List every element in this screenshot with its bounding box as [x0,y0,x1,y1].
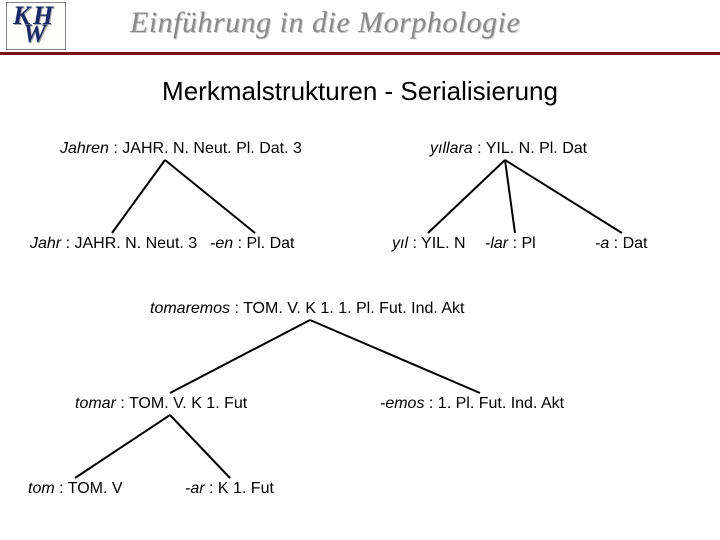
node-features: : TOM. V. K 1. Fut [120,395,247,412]
edge-tomaremos-emos [310,320,480,393]
node-yil: yıl : YIL. N [392,235,466,253]
node-features: : Pl. Dat [238,235,295,252]
edge-jahren-en [165,160,255,233]
node-features: : TOM. V [59,480,122,497]
node-jahren: Jahren : JAHR. N. Neut. Pl. Dat. 3 [60,140,302,158]
node-features: : 1. Pl. Fut. Ind. Akt [429,395,564,412]
node-ar: -ar : K 1. Fut [185,480,274,498]
node-word: -emos [380,395,429,412]
edge-yillara-lar [505,160,515,233]
node-tom: tom : TOM. V [28,480,123,498]
node-features: : JAHR. N. Neut. 3 [66,235,198,252]
edge-yillara-a [505,160,622,233]
node-features: : JAHR. N. Neut. Pl. Dat. 3 [113,140,302,157]
node-word: -en [210,235,238,252]
node-yillara: yıllara : YIL. N. Pl. Dat [430,140,587,158]
node-word: -a [595,235,614,252]
node-word: tomar [75,395,120,412]
node-jahr: Jahr : JAHR. N. Neut. 3 [30,235,197,253]
edge-tomar-tom [75,415,170,478]
node-word: tomaremos [150,300,234,317]
node-lar: -lar : Pl [485,235,536,253]
node-tomaremos: tomaremos : TOM. V. K 1. 1. Pl. Fut. Ind… [150,300,465,318]
node-features: : TOM. V. K 1. 1. Pl. Fut. Ind. Akt [234,300,464,317]
node-en: -en : Pl. Dat [210,235,294,253]
node-features: : YIL. N [412,235,465,252]
node-features: : Pl [513,235,536,252]
node-features: : K 1. Fut [209,480,274,497]
edge-tomaremos-tomar [170,320,310,393]
node-word: -ar [185,480,209,497]
edge-jahren-jahr [112,160,165,233]
node-word: yıl [392,235,412,252]
node-word: -lar [485,235,513,252]
diagram-stage: Jahren : JAHR. N. Neut. Pl. Dat. 3 Jahr :… [0,0,720,540]
node-features: : Dat [614,235,648,252]
node-a: -a : Dat [595,235,647,253]
node-features: : YIL. N. Pl. Dat [477,140,587,157]
edge-tomar-ar [170,415,230,478]
node-word: tom [28,480,59,497]
node-tomar: tomar : TOM. V. K 1. Fut [75,395,247,413]
tree-edges [0,0,720,540]
node-word: Jahren [60,140,113,157]
node-word: yıllara [430,140,477,157]
node-word: Jahr [30,235,66,252]
node-emos: -emos : 1. Pl. Fut. Ind. Akt [380,395,564,413]
edge-yillara-yil [428,160,505,233]
